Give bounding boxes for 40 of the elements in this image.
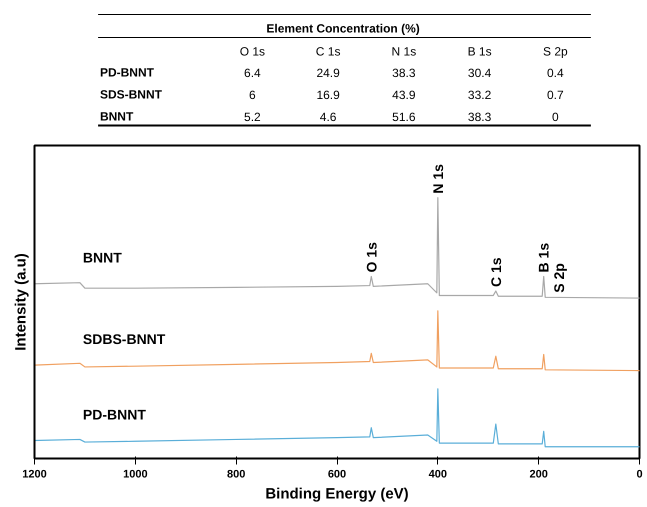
data-label: 30.4 [468,66,492,80]
annotation: C 1s [488,257,504,288]
data-label: 0.7 [547,88,564,102]
data-label: 4.6 [320,110,337,124]
x-tick-label: S 2p [543,44,568,58]
x-tick-label: 400 [428,468,448,480]
x-tick-label: C 1s [316,44,340,58]
data-label: 24.9 [316,66,340,80]
data-label: 38.3 [392,66,416,80]
data-label: 6 [249,88,256,102]
x-axis-title: Binding Energy (eV) [265,486,409,502]
x-tick-label: 1200 [22,468,47,480]
x-tick-label: N 1s [392,44,416,58]
y-tick-label: BNNT [100,110,134,124]
data-label: 0.4 [547,66,564,80]
annotation: O 1s [363,242,380,272]
annotation: S 2p [550,263,567,293]
data-label: 38.3 [468,110,492,124]
series-label: BNNT [82,250,122,266]
annotation: N 1s [430,164,446,194]
x-tick-label: 1000 [123,468,148,480]
data-label: 33.2 [468,88,492,102]
data-label: 43.9 [392,88,416,102]
chart-title: Element Concentration (%) [266,22,420,36]
series-label: SDBS-BNNT [82,331,166,348]
x-tick-label: 800 [226,468,246,480]
annotation: B 1s [536,242,552,272]
x-tick-label: B 1s [468,44,492,58]
data-label: 51.6 [392,110,416,124]
y-axis-title: Intensity (a.u) [12,253,30,351]
x-tick-label: 200 [529,468,548,480]
data-label: 16.9 [316,88,340,102]
x-tick-label: O 1s [240,44,266,58]
data-label: 6.4 [244,66,262,80]
y-tick-label: SDS-BNNT [100,88,163,102]
x-tick-label: 0 [636,468,643,480]
y-tick-label: PD-BNNT [100,66,155,80]
data-label: 5.2 [244,110,262,124]
data-label: 0 [552,110,560,124]
x-tick-label: 600 [328,468,346,480]
